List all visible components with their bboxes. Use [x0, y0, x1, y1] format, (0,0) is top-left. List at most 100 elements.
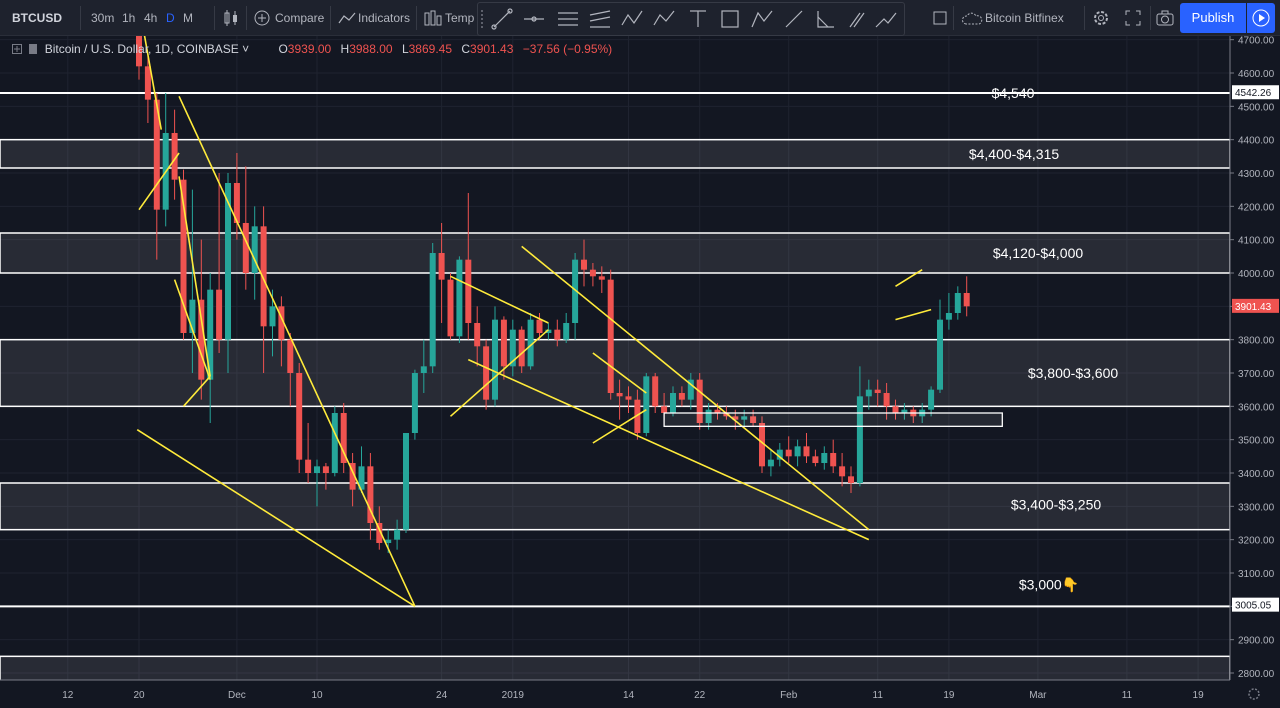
candle-body[interactable]: [394, 529, 401, 540]
candle-body[interactable]: [687, 379, 694, 400]
candle-body[interactable]: [322, 466, 329, 473]
candle-body[interactable]: [803, 446, 810, 457]
candle-body[interactable]: [527, 319, 534, 367]
measure-icon[interactable]: [817, 11, 834, 28]
candle-body[interactable]: [865, 389, 872, 397]
compare-button[interactable]: Compare: [275, 11, 325, 25]
candle-body[interactable]: [242, 223, 249, 273]
trendline[interactable]: [592, 408, 647, 444]
trend-line-icon[interactable]: [491, 8, 513, 30]
templates-button[interactable]: Temp: [445, 11, 475, 25]
candle-body[interactable]: [954, 293, 961, 313]
candle-body[interactable]: [723, 413, 730, 417]
candle-body[interactable]: [296, 373, 303, 460]
candle-body[interactable]: [670, 393, 676, 413]
candle-body[interactable]: [429, 253, 436, 367]
candle-body[interactable]: [848, 476, 854, 483]
candle-body[interactable]: [144, 66, 151, 100]
candle-body[interactable]: [643, 376, 650, 433]
candle-body[interactable]: [554, 329, 561, 340]
trendline[interactable]: [135, 36, 163, 130]
candle-body[interactable]: [856, 396, 863, 483]
candles-icon[interactable]: [222, 9, 240, 27]
candle-body[interactable]: [839, 466, 846, 477]
elliott-wave-icon[interactable]: [653, 10, 675, 26]
candle-body[interactable]: [625, 396, 632, 400]
candle-body[interactable]: [937, 319, 943, 390]
candle-body[interactable]: [189, 299, 196, 333]
candle-body[interactable]: [216, 289, 223, 340]
fullscreen-icon[interactable]: [1125, 10, 1141, 26]
candle-body[interactable]: [509, 329, 516, 367]
plus-circle-icon[interactable]: [254, 10, 270, 26]
parallel-channel-icon[interactable]: [558, 12, 578, 26]
candle-body[interactable]: [732, 416, 739, 420]
candle-body[interactable]: [153, 99, 160, 210]
candle-body[interactable]: [171, 133, 178, 180]
candle-body[interactable]: [456, 259, 463, 337]
expand-icon[interactable]: [12, 44, 22, 54]
abcd-pattern-icon[interactable]: [751, 10, 773, 28]
candle-body[interactable]: [225, 183, 231, 340]
candle-body[interactable]: [750, 416, 757, 423]
trendline[interactable]: [138, 152, 180, 211]
candle-body[interactable]: [251, 226, 258, 273]
symbol-search[interactable]: BTCUSD: [12, 11, 62, 25]
candle-body[interactable]: [536, 319, 543, 333]
candle-body[interactable]: [892, 406, 899, 413]
candle-body[interactable]: [287, 339, 294, 373]
trendline[interactable]: [592, 352, 647, 394]
candle-body[interactable]: [616, 393, 623, 397]
consolidation-box[interactable]: [663, 412, 1003, 427]
drag-handle-icon[interactable]: [481, 10, 487, 28]
candle-body[interactable]: [928, 389, 935, 410]
trendline[interactable]: [182, 375, 211, 407]
exchange-label[interactable]: Bitcoin Bitfinex: [985, 11, 1064, 25]
interval-m[interactable]: M: [183, 11, 193, 25]
trendline[interactable]: [178, 95, 416, 607]
candle-body[interactable]: [785, 449, 792, 457]
candle-body[interactable]: [767, 459, 774, 467]
candle-body[interactable]: [589, 269, 596, 277]
price-axis[interactable]: 2700.002800.002900.003000.003100.003200.…: [1230, 36, 1279, 708]
candle-body[interactable]: [705, 409, 712, 423]
interval-30m[interactable]: 30m: [91, 11, 115, 25]
candle-body[interactable]: [403, 433, 409, 530]
candle-body[interactable]: [776, 449, 783, 460]
candle-body[interactable]: [180, 179, 187, 333]
candle-body[interactable]: [598, 276, 605, 280]
candle-body[interactable]: [340, 413, 347, 463]
candle-body[interactable]: [278, 306, 285, 340]
legend-symbol-name[interactable]: Bitcoin / U.S. Dollar, 1D, COINBASE: [44, 42, 239, 56]
trendline[interactable]: [173, 279, 211, 380]
candle-body[interactable]: [438, 253, 445, 280]
candle-body[interactable]: [385, 539, 392, 543]
camera-icon[interactable]: [1156, 10, 1174, 26]
candle-body[interactable]: [714, 409, 721, 413]
pattern-xabcd-icon[interactable]: [621, 10, 643, 26]
trendline[interactable]: [467, 358, 870, 541]
rectangle-icon[interactable]: [721, 10, 739, 28]
candle-body[interactable]: [945, 313, 952, 320]
candle-body[interactable]: [518, 329, 525, 367]
candle-body[interactable]: [349, 463, 356, 490]
interval-1h[interactable]: 1h: [122, 11, 136, 25]
trendline[interactable]: [136, 428, 416, 608]
square-icon[interactable]: [933, 11, 947, 25]
candle-body[interactable]: [678, 393, 685, 400]
candle-body[interactable]: [465, 259, 472, 323]
text-tool-icon[interactable]: [690, 10, 706, 27]
candle-body[interactable]: [411, 373, 418, 433]
trendline[interactable]: [178, 176, 211, 377]
horizontal-ray-icon[interactable]: [524, 16, 544, 22]
candle-body[interactable]: [376, 523, 383, 543]
candle-body[interactable]: [331, 413, 338, 473]
candle-body[interactable]: [581, 259, 587, 270]
candle-body[interactable]: [500, 319, 507, 367]
interval-d[interactable]: D: [166, 11, 175, 25]
candle-body[interactable]: [314, 466, 320, 473]
publish-button[interactable]: Publish: [1180, 3, 1246, 33]
candle-body[interactable]: [474, 323, 481, 347]
candle-body[interactable]: [358, 466, 365, 490]
candle-body[interactable]: [812, 456, 819, 463]
